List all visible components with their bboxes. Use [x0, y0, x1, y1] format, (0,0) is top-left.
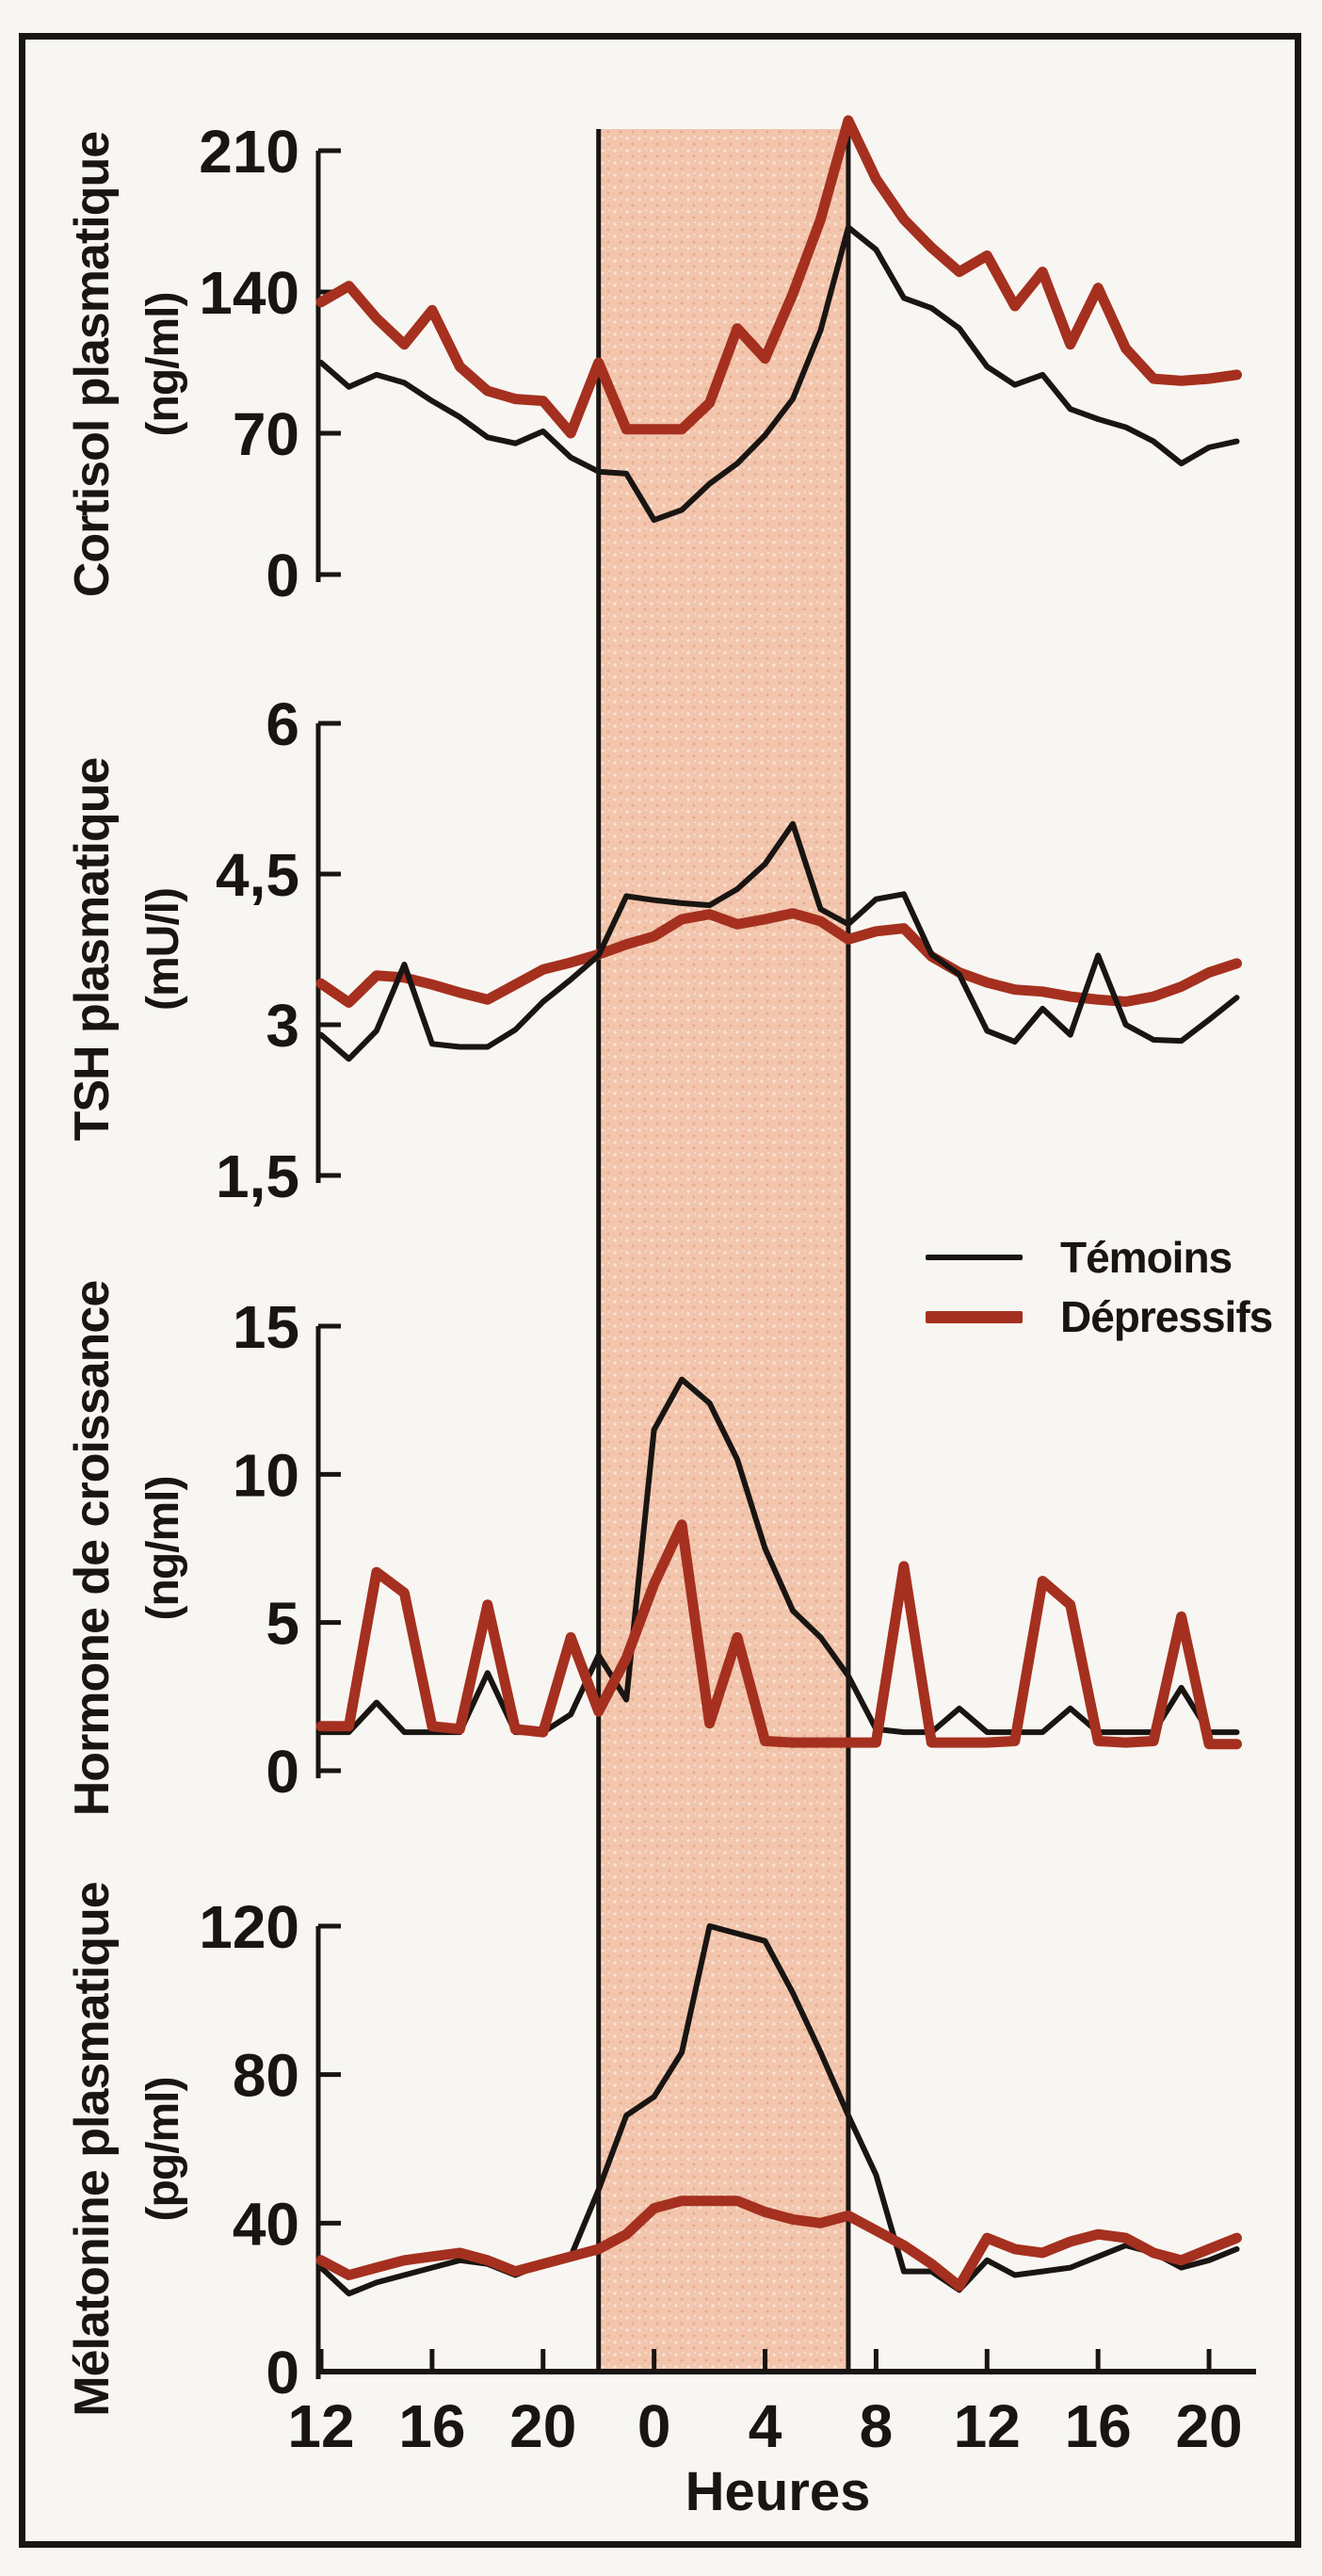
- tsh-ytick-label: 1,5: [216, 1142, 299, 1210]
- x-tick-label: 16: [1065, 2392, 1132, 2460]
- tsh-ytick-label: 6: [266, 690, 299, 758]
- temoins-line-swatch: [926, 1255, 1023, 1260]
- x-tick-label: 16: [398, 2392, 465, 2460]
- x-tick-label: 12: [287, 2392, 354, 2460]
- depressifs-line-swatch: [926, 1310, 1023, 1323]
- tsh-chart-group: 1,5 3 4,5 6: [216, 690, 1242, 1210]
- legend-label-temoins: Témoins: [1060, 1233, 1233, 1282]
- cortisol-ytick-label: 70: [233, 400, 299, 468]
- hormone-croissance-depressifs-line: [315, 1519, 1242, 1750]
- hormone-croissance-ytick-label: 5: [266, 1590, 299, 1658]
- legend-row-depressifs: Dépressifs: [926, 1292, 1321, 1341]
- melatonine-temoins-line: [318, 1923, 1240, 2297]
- x-tick-label: 8: [860, 2392, 894, 2460]
- legend-label-depressifs: Dépressifs: [1060, 1292, 1273, 1341]
- melatonine-depressifs-line: [315, 2195, 1242, 2292]
- x-tick-label: 12: [954, 2392, 1021, 2460]
- night-band: [596, 129, 851, 2372]
- x-axis-caption: Heures: [685, 2461, 871, 2522]
- legend: Témoins Dépressifs: [926, 1233, 1321, 1354]
- cortisol-depressifs-line: [315, 115, 1242, 439]
- tsh-temoins-line: [318, 820, 1240, 1062]
- melatonine-chart-group: 0 40 80 120: [199, 1893, 1242, 2406]
- melatonine-ytick-label: 80: [233, 2042, 299, 2110]
- x-tick-label: 20: [1175, 2392, 1242, 2460]
- x-tick-label: 20: [509, 2392, 576, 2460]
- tsh-ytick-label: 3: [266, 992, 299, 1060]
- tsh-ytick-label: 4,5: [216, 841, 299, 909]
- melatonine-ytick-label: 120: [199, 1893, 299, 1961]
- melatonine-axis-unit: (pg/ml): [138, 2077, 188, 2222]
- melatonine-ytick-label: 40: [233, 2190, 299, 2258]
- hormone-croissance-ytick-label: 15: [233, 1293, 299, 1361]
- x-axis: 12 16 20 0 4 8 12 16 20: [287, 2349, 1256, 2460]
- cortisol-ytick-label: 140: [199, 259, 299, 327]
- melatonine-ytick-label: 0: [266, 2339, 299, 2406]
- cortisol-chart-group: 0 70 140 210: [199, 115, 1242, 609]
- hormone-croissance-ytick-label: 0: [266, 1738, 299, 1806]
- hormone-croissance-ytick-label: 10: [233, 1441, 299, 1509]
- x-tick-label: 4: [749, 2392, 782, 2460]
- x-tick-label: 0: [637, 2392, 671, 2460]
- legend-row-temoins: Témoins: [926, 1233, 1321, 1282]
- cortisol-ytick-label: 0: [266, 542, 299, 609]
- cortisol-temoins-line: [318, 224, 1240, 524]
- cortisol-ytick-label: 210: [199, 118, 299, 186]
- melatonine-axis-title: Mélatonine plasmatique: [65, 1882, 120, 2417]
- figure-border: [19, 33, 1301, 2548]
- hormone-croissance-chart-group: 0 5 10 15: [233, 1293, 1242, 1806]
- hormone-croissance-temoins-line: [318, 1376, 1240, 1736]
